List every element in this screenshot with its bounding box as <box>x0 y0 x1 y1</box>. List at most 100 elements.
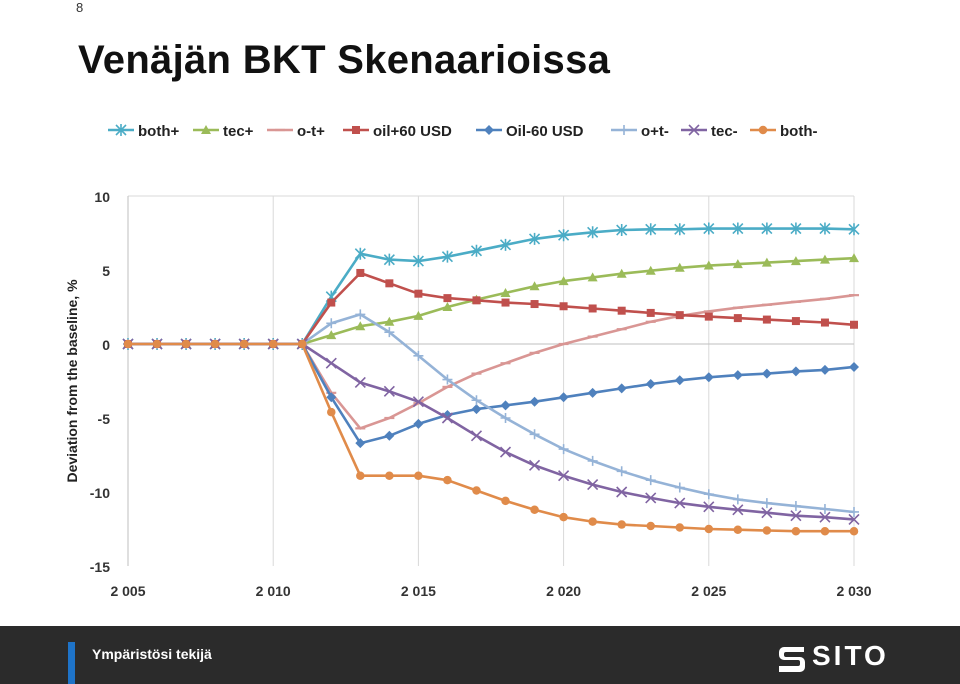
x-tick-label: 2 020 <box>546 583 581 599</box>
y-tick-label: -10 <box>90 485 110 501</box>
data-point <box>704 524 714 534</box>
y-tick-label: -15 <box>90 559 110 575</box>
data-point <box>820 318 829 327</box>
data-point <box>441 250 454 263</box>
data-point <box>619 125 629 135</box>
data-point <box>559 512 568 522</box>
data-point <box>355 321 366 331</box>
data-point <box>819 364 830 375</box>
data-point <box>703 222 715 235</box>
data-point <box>115 124 127 136</box>
data-point <box>530 300 539 309</box>
data-point <box>500 400 511 411</box>
data-point <box>732 370 743 381</box>
data-point <box>587 479 599 491</box>
page-title: Venäjän BKT Skenaarioissa <box>78 38 611 82</box>
data-point <box>733 525 743 534</box>
data-point <box>616 224 628 237</box>
data-point <box>326 392 337 403</box>
data-point <box>674 223 686 236</box>
data-point <box>325 357 337 369</box>
data-point <box>529 396 540 407</box>
data-point <box>501 298 510 307</box>
data-point <box>123 339 133 349</box>
legend-label: both+ <box>138 123 179 140</box>
series-oil-60-usd <box>124 268 858 348</box>
data-point <box>471 404 482 415</box>
data-point <box>354 376 366 389</box>
data-point <box>588 304 597 313</box>
y-tick-label: 0 <box>102 337 110 353</box>
data-point <box>356 471 365 480</box>
data-point <box>645 223 657 236</box>
data-point <box>500 287 511 297</box>
legend-label: o+t- <box>641 123 669 140</box>
data-point <box>412 396 424 408</box>
data-point <box>761 257 772 267</box>
data-point <box>791 526 801 536</box>
y-tick-label: 5 <box>102 263 110 279</box>
data-point <box>674 375 685 386</box>
series-both <box>123 339 859 536</box>
data-point <box>499 238 512 251</box>
data-point <box>500 413 511 423</box>
data-point <box>384 430 395 441</box>
data-point <box>385 471 394 480</box>
data-point <box>758 125 768 135</box>
data-point <box>558 276 569 286</box>
data-point <box>849 506 859 517</box>
data-point <box>645 475 656 486</box>
data-point <box>587 272 598 282</box>
data-point <box>385 279 394 288</box>
data-point <box>790 256 801 266</box>
data-point <box>761 222 773 235</box>
x-tick-label: 2 030 <box>836 583 871 599</box>
line-chart: 10 5 0 -5 -10 -152 005 2 010 2 015 2 020 2 025 2 0… <box>64 123 872 599</box>
legend-item: oil+60 USD <box>343 123 452 140</box>
data-point <box>849 253 859 263</box>
data-point <box>674 262 685 272</box>
data-point <box>616 383 627 394</box>
data-point <box>616 486 628 498</box>
legend-item: o+t- <box>611 123 669 140</box>
data-point <box>849 361 859 372</box>
data-point <box>384 327 395 338</box>
series-oil-60-usd <box>123 339 859 449</box>
data-point <box>472 486 481 495</box>
data-point <box>617 520 626 529</box>
series-line <box>128 342 855 521</box>
data-point <box>558 229 570 242</box>
data-point <box>761 368 772 379</box>
page-number: 8 <box>76 0 84 15</box>
data-point <box>733 314 742 323</box>
data-point <box>645 378 656 389</box>
data-point <box>413 310 424 320</box>
data-point <box>181 339 191 349</box>
data-point <box>442 302 453 311</box>
data-point <box>762 526 772 535</box>
data-point <box>414 289 423 298</box>
series-line <box>128 271 855 346</box>
data-point <box>442 374 453 385</box>
data-point <box>587 455 598 466</box>
legend-item: o-t+ <box>267 123 325 140</box>
data-point <box>352 126 360 134</box>
data-point <box>443 475 452 485</box>
legend-item: both- <box>750 123 817 140</box>
series-both <box>122 222 860 350</box>
data-point <box>529 281 540 291</box>
data-point <box>790 366 801 377</box>
data-point <box>762 315 771 324</box>
data-point <box>354 247 366 260</box>
data-point <box>443 294 452 303</box>
footer-bar: Ympäristösi tekijä SITO <box>0 626 960 684</box>
legend-label: tec+ <box>223 123 254 140</box>
data-point <box>849 526 859 536</box>
data-point <box>850 320 858 329</box>
data-point <box>616 466 627 477</box>
data-point <box>848 513 860 525</box>
data-point <box>703 372 714 383</box>
data-point <box>790 501 801 512</box>
series-line <box>128 342 854 533</box>
legend: both+ tec+ o-t+ oil+60 USD Oil-60 USD o+t-tec… <box>108 123 817 140</box>
